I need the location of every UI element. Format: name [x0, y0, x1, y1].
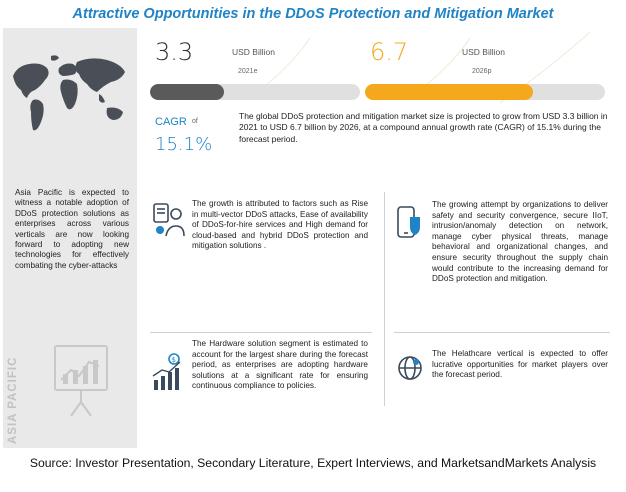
globe-icon [398, 356, 422, 380]
cagr-value: 15.1% [155, 134, 213, 155]
unit-2021: USD Billion [232, 47, 275, 57]
finding-growth: The growth is attributed to factors such… [192, 199, 368, 251]
mobile-security-icon [397, 206, 420, 238]
finding-healthcare: The Helathcare vertical is expected to o… [432, 349, 608, 380]
cagr-of-label: of [192, 118, 198, 125]
sidebar-panel: Asia Pacific is expected to witness a no… [3, 28, 137, 448]
finding-security: The growing attempt by organizations to … [432, 200, 608, 284]
vertical-region-label: ASIA PACIFIC [7, 356, 19, 444]
bar-2026-fill [365, 84, 533, 100]
year-2021: 2021e [238, 68, 258, 75]
vertical-divider [384, 192, 385, 406]
horizontal-divider-left [150, 332, 372, 333]
year-2026: 2026p [472, 68, 492, 75]
svg-text:$: $ [172, 356, 176, 364]
analytics-people-icon [153, 203, 185, 237]
presentation-chart-icon [54, 345, 108, 417]
source-note: Source: Investor Presentation, Secondary… [29, 456, 597, 470]
bar-2021 [150, 84, 360, 100]
finding-hardware: The Hardware solution segment is estimat… [192, 339, 368, 391]
bar-2026 [365, 84, 605, 100]
cagr-label: CAGR [155, 116, 187, 128]
region-description: Asia Pacific is expected to witness a no… [15, 188, 129, 270]
world-map-icon [13, 55, 125, 131]
horizontal-divider-right [394, 332, 610, 333]
value-2021: 3.3 [155, 38, 194, 66]
value-2026: 6.7 [370, 38, 409, 66]
page-title: Attractive Opportunities in the DDoS Pro… [72, 6, 554, 22]
bar-2021-fill [150, 84, 224, 100]
growth-bars-icon: $ [152, 353, 181, 390]
unit-2026: USD Billion [462, 47, 505, 57]
market-description: The global DDoS protection and mitigatio… [239, 111, 608, 144]
